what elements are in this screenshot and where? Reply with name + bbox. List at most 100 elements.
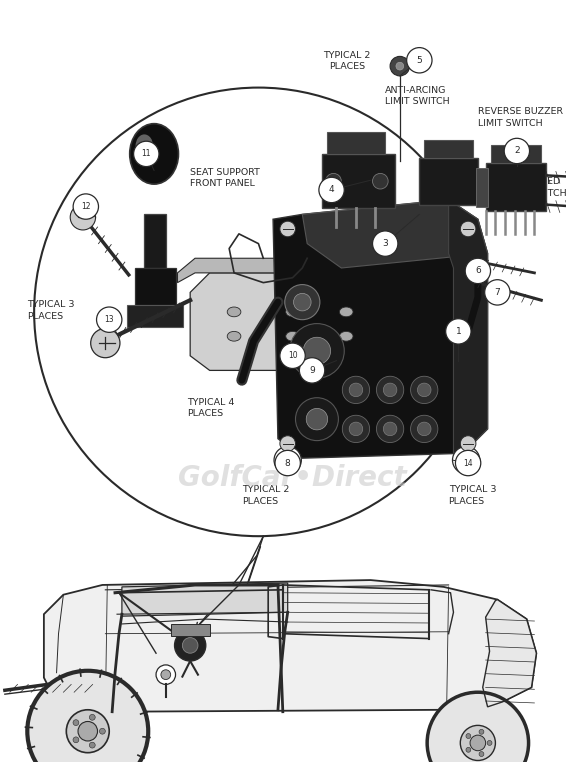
Circle shape [372,231,398,256]
FancyBboxPatch shape [485,163,546,212]
Text: GolfCar•Direct: GolfCar•Direct [178,464,407,492]
Circle shape [396,63,404,70]
Circle shape [66,709,109,753]
Circle shape [479,730,484,734]
Circle shape [461,726,495,760]
Circle shape [418,422,431,435]
Circle shape [90,328,120,357]
Circle shape [73,737,79,743]
Circle shape [418,383,431,397]
Circle shape [342,415,369,442]
Circle shape [70,205,96,230]
Circle shape [349,422,362,435]
FancyBboxPatch shape [144,215,166,268]
Ellipse shape [227,307,241,317]
Text: 10: 10 [288,351,298,361]
Circle shape [299,357,325,383]
Circle shape [326,174,341,189]
Text: 11: 11 [142,150,151,158]
Circle shape [100,728,106,734]
Ellipse shape [339,331,353,341]
Circle shape [73,720,79,726]
Text: ANTI-ARCING
LIMIT SWITCH: ANTI-ARCING LIMIT SWITCH [385,86,450,106]
Circle shape [461,222,476,237]
FancyBboxPatch shape [424,141,473,157]
Circle shape [376,376,404,404]
Circle shape [274,446,302,474]
Circle shape [175,630,206,661]
Circle shape [445,319,471,344]
Circle shape [427,692,528,772]
FancyBboxPatch shape [327,133,385,154]
Polygon shape [273,200,488,458]
Text: 8: 8 [285,459,291,468]
Circle shape [504,138,530,164]
Circle shape [89,742,95,748]
Circle shape [411,376,438,404]
Circle shape [383,383,397,397]
Circle shape [465,259,491,283]
Circle shape [293,293,311,311]
Circle shape [96,307,122,333]
Circle shape [455,450,481,476]
Circle shape [383,422,397,435]
FancyBboxPatch shape [127,305,183,327]
Circle shape [461,454,472,466]
Text: 6: 6 [475,266,481,276]
Polygon shape [483,600,536,707]
Text: 5: 5 [416,56,422,65]
Circle shape [285,285,320,320]
Ellipse shape [339,307,353,317]
Circle shape [275,450,300,476]
Circle shape [411,415,438,442]
Circle shape [156,665,176,685]
Ellipse shape [130,124,179,185]
Circle shape [372,174,388,189]
Text: TYPICAL 3
PLACES: TYPICAL 3 PLACES [27,300,75,320]
Text: 4: 4 [329,185,335,195]
Polygon shape [190,273,380,371]
Circle shape [89,714,95,720]
Circle shape [479,752,484,757]
FancyBboxPatch shape [476,168,488,207]
Circle shape [407,48,432,73]
Circle shape [161,670,171,679]
Text: TYPICAL 2
PLACES: TYPICAL 2 PLACES [324,50,371,71]
Circle shape [390,56,409,76]
Ellipse shape [286,307,299,317]
Circle shape [466,733,471,739]
Circle shape [319,178,345,203]
Circle shape [280,343,305,368]
Text: TYPICAL 4
PLACES: TYPICAL 4 PLACES [187,398,235,418]
Text: 3: 3 [382,239,388,248]
Text: 1: 1 [455,327,461,336]
Text: TYPICAL 2
PLACES: TYPICAL 2 PLACES [242,486,289,506]
Polygon shape [177,259,390,283]
FancyBboxPatch shape [419,157,478,205]
Text: 14: 14 [463,459,473,468]
Text: TYPICAL 2
PLACES: TYPICAL 2 PLACES [444,293,491,313]
Text: 2: 2 [514,147,520,155]
Circle shape [295,398,338,441]
Circle shape [133,141,159,167]
Circle shape [280,222,295,237]
Ellipse shape [227,331,241,341]
FancyBboxPatch shape [171,624,210,635]
Text: SEAT SUPPORT
FRONT PANEL: SEAT SUPPORT FRONT PANEL [190,168,260,188]
Circle shape [470,735,485,750]
Polygon shape [44,580,537,712]
Circle shape [349,383,362,397]
FancyBboxPatch shape [135,268,176,305]
Circle shape [182,638,198,653]
Text: 12: 12 [81,202,90,211]
Text: 9: 9 [309,366,315,375]
Text: 7: 7 [495,288,500,297]
Ellipse shape [136,134,153,157]
Ellipse shape [286,331,299,341]
Circle shape [485,279,510,305]
Circle shape [73,194,99,219]
Text: REVERSE BUZZER
LIMIT SWITCH: REVERSE BUZZER LIMIT SWITCH [478,107,563,127]
Circle shape [282,454,293,466]
Polygon shape [448,200,488,453]
Text: TYPICAL 3
PLACES: TYPICAL 3 PLACES [448,486,496,506]
